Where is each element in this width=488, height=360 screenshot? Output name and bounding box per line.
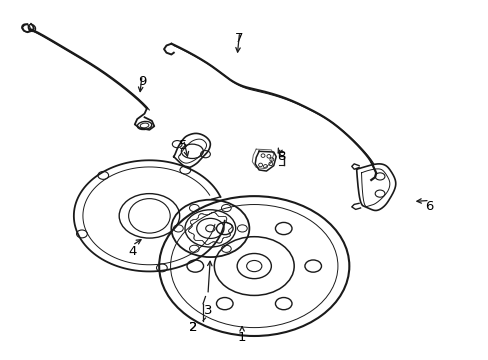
Text: 7: 7 [235,32,244,45]
Text: 2: 2 [189,321,197,334]
Text: 6: 6 [425,201,433,213]
Text: 4: 4 [128,245,136,258]
Text: 5: 5 [179,139,187,152]
Text: 1: 1 [237,330,246,343]
Text: 9: 9 [138,75,146,88]
Text: 8: 8 [276,150,285,163]
Text: 2: 2 [189,321,197,334]
Text: 3: 3 [203,305,212,318]
